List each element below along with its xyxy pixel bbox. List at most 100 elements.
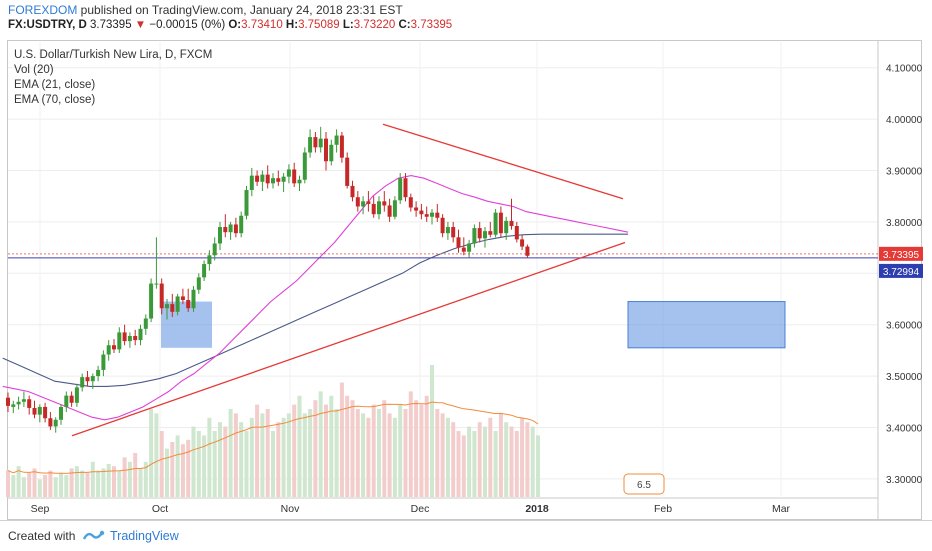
candle-body [64,395,69,407]
tradingview-link[interactable]: TradingView [110,529,179,543]
volume-bar [445,417,450,497]
volume-bar [196,431,201,497]
candle-body [355,197,360,207]
volume-bar [122,457,127,497]
created-with-text: Created with [8,529,76,543]
candle-body [382,201,387,206]
volume-bar [498,413,503,497]
volume-bar [228,409,233,497]
volume-bar [265,409,270,497]
tradingview-logo-icon [82,530,105,540]
volume-bar [419,404,424,497]
candle-body [520,239,525,247]
candle-body [27,399,32,408]
candle-body [281,176,286,182]
time-tick-label: 2018 [525,503,549,515]
candle-body [202,264,207,278]
candle-body [271,178,275,184]
last-price-badge [879,246,923,261]
candle-body [186,300,191,309]
publish-text: published on TradingView.com, January 24… [77,3,403,17]
volume-bar [170,442,175,497]
candle-body [318,138,323,148]
candle-body [85,377,90,382]
volume-bar [260,413,265,497]
volume-bar [377,409,381,497]
time-tick-label: Nov [281,503,300,515]
candle-body [6,397,10,406]
volume-bar [143,461,148,497]
volume-bar [382,400,387,497]
volume-bar [48,470,53,497]
chart-frame[interactable] [7,40,922,520]
candle-body [419,210,424,215]
resistance-trendline [382,123,624,200]
volume-bar [329,395,334,497]
volume-bar [313,400,318,497]
candle-body [207,255,212,265]
candle-body [11,404,16,407]
candle-body [43,406,48,419]
change-value: −0.00015 (0%) [149,19,226,31]
candle-body [525,246,530,256]
volume-bar [297,395,302,497]
candle-body [133,335,138,341]
candle-body [233,224,238,234]
legend-ema21[interactable]: EMA (21, close) [14,79,96,91]
volume-bar [281,417,286,497]
candle-body [265,174,270,184]
volume-bar [223,426,228,497]
time-tick-label: Feb [654,503,672,515]
candle-body [324,138,328,162]
candle-body [403,178,408,198]
candle-body [504,220,509,234]
volume-bar [366,417,371,497]
candle-body [165,304,169,309]
author-link[interactable]: FOREXDOM [8,3,78,17]
candle-body [371,203,376,215]
volume-bar [403,409,408,497]
time-tick-label: Dec [411,503,430,515]
candle-body [477,228,482,239]
candle-body [308,137,313,153]
legend-volume[interactable]: Vol (20) [14,64,54,76]
low-value: 3.73220 [353,19,396,31]
down-arrow-icon: ▼ [134,19,147,31]
legend-ema70[interactable]: EMA (70, close) [14,94,96,106]
candle-body [239,215,244,234]
volume-bar [154,413,159,497]
candle-body [59,406,63,420]
volume-bar [477,422,482,497]
volume-bar [43,475,48,497]
candle-body [117,332,122,350]
volume-bar [424,395,429,497]
candle-body [149,283,154,319]
candle-body [138,328,143,341]
candle-body [127,335,132,342]
volume-bar [371,404,376,497]
candle-body [244,190,249,216]
price-tick-label: 3.30000 [886,475,923,486]
volume-bar [159,431,164,497]
candle-body [260,174,265,182]
volume-bar [117,470,122,497]
volume-bar [509,426,514,497]
volume-bar [286,413,291,497]
volume-bar [80,470,85,497]
price-tick-label: 3.90000 [886,166,923,177]
volume-badge-box [623,473,665,495]
ema70-line [2,233,629,387]
volume-bar [488,417,493,497]
candle-body [48,418,53,427]
ohlc-line: FX:USDTRY, D 3.73395 ▼ −0.00015 (0%) O:3… [8,19,452,31]
volume-bar [276,422,281,497]
candle-body [329,144,334,162]
volume-bar [85,472,90,497]
price-chart[interactable]: 4.100004.000003.900003.800003.700003.600… [0,0,932,520]
open-label: O: [228,19,242,31]
candle-body [350,185,355,198]
candle-body [223,227,228,233]
candle-body [440,217,445,234]
volume-bar [493,431,498,497]
level-badge [879,263,923,278]
